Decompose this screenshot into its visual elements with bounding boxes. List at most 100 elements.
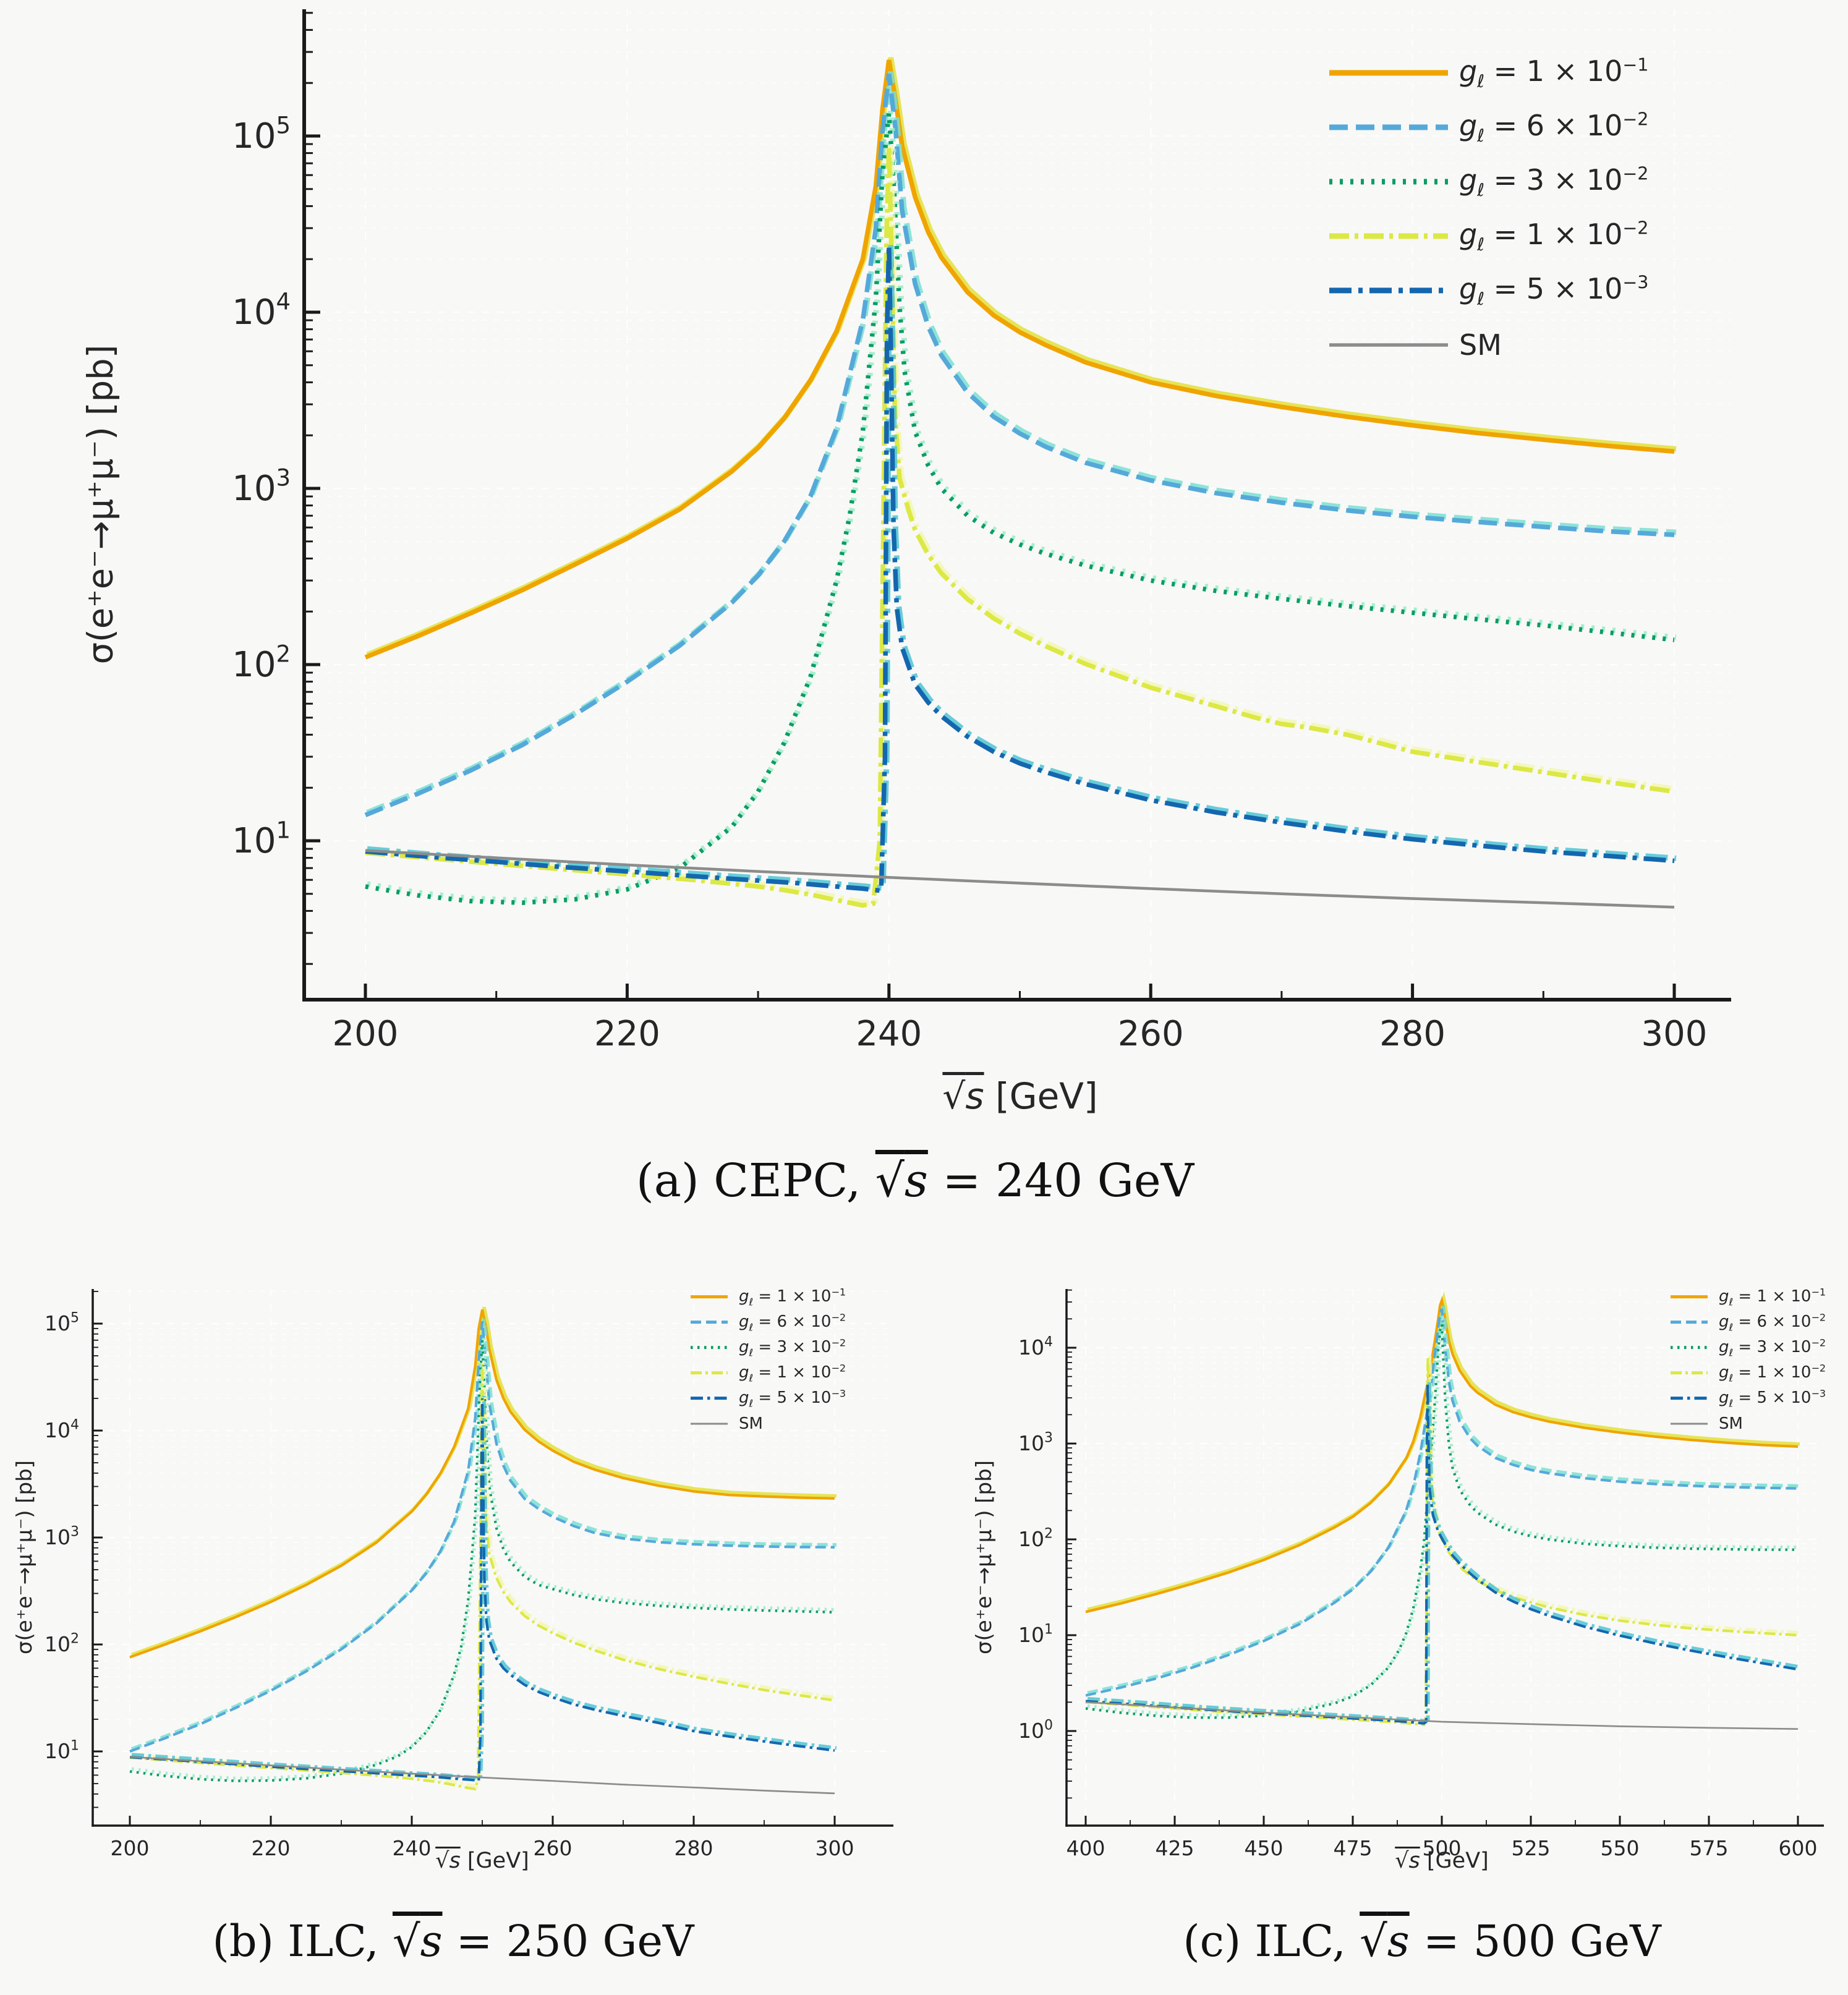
curve-gl_6e-2 <box>129 1321 835 1753</box>
axes: 105 104 103 102 101 200 220 240 260 280 300 <box>45 1289 893 1860</box>
y-tick-label: 101 <box>1018 1622 1053 1647</box>
axes: 105 104 103 102 101 200 220 240 260 280 300 <box>232 9 1731 1054</box>
curves <box>364 57 1677 909</box>
legend-line-sample <box>1671 1397 1708 1400</box>
legend-line-sample <box>691 1295 728 1299</box>
curve-gl_6e-2 <box>1085 1308 1799 1697</box>
legend-line-sample <box>691 1397 728 1400</box>
curve-gl_1e-2 <box>365 145 1675 908</box>
curves <box>1085 1291 1800 1730</box>
legend-item-gl_5e-3: gℓ = 5 × 10−3 <box>1329 272 1648 309</box>
x-tick-label: 525 <box>1512 1836 1551 1860</box>
curve-gl_5e-3 <box>129 1398 835 1782</box>
legend-item-gl_3e-2: gℓ = 3 × 10−2 <box>691 1337 846 1359</box>
y-tick-label: 104 <box>1018 1334 1053 1359</box>
legend-label: SM <box>739 1414 763 1433</box>
x-tick-label: 300 <box>1641 1014 1708 1054</box>
y-tick-label: 105 <box>232 113 291 157</box>
curve-gl_1e-1 <box>1085 1296 1799 1614</box>
legend-line-sample <box>1671 1371 1708 1375</box>
legend-line-sample <box>1329 179 1448 185</box>
legend-line-sample <box>1329 124 1448 130</box>
gridlines <box>304 9 1731 1000</box>
legend-item-gl_6e-2: gℓ = 6 × 10−2 <box>1329 109 1648 146</box>
legend-line-sample <box>1671 1423 1708 1425</box>
curve-gl_5e-3 <box>365 245 1675 894</box>
curve-SM <box>129 1756 835 1795</box>
x-tick-label: 450 <box>1245 1836 1284 1860</box>
legend-label: gℓ = 5 × 10−3 <box>739 1387 846 1410</box>
legend-line-sample <box>1671 1321 1708 1324</box>
legend-item-SM: SM <box>1329 328 1502 362</box>
caption-c: (c) ILC, √s = 500 GeV <box>1183 1916 1661 1967</box>
legend-line-sample <box>691 1346 728 1350</box>
legend-item-gl_1e-2: gℓ = 1 × 10−2 <box>691 1363 846 1384</box>
x-axis-label-c: √s [GeV] <box>1395 1848 1489 1873</box>
x-tick-label: 575 <box>1690 1836 1729 1860</box>
sqrt-icon: √ <box>1395 1848 1409 1873</box>
plot-b: 105 104 103 102 101 200 220 240 260 280 300 <box>45 1289 893 1860</box>
legend-line-sample <box>691 1321 728 1324</box>
legend-label: gℓ = 5 × 10−3 <box>1459 271 1649 310</box>
y-axis-label-a: σ(e⁺e⁻→μ⁺μ⁻) [pb] <box>80 344 121 665</box>
curve-SM <box>365 849 1675 909</box>
x-tick-label: 260 <box>534 1836 573 1860</box>
legend-label: gℓ = 1 × 10−2 <box>1459 217 1649 255</box>
curve-SM <box>1085 1701 1799 1730</box>
x-tick-label: 280 <box>675 1836 713 1860</box>
legend-item-gl_3e-2: gℓ = 3 × 10−2 <box>1671 1337 1826 1359</box>
legend-item-gl_6e-2: gℓ = 6 × 10−2 <box>691 1312 846 1333</box>
curves <box>129 1306 837 1795</box>
legend-item-gl_6e-2: gℓ = 6 × 10−2 <box>1671 1311 1826 1334</box>
y-tick-label: 101 <box>232 817 291 862</box>
y-tick-label: 102 <box>232 641 291 686</box>
curve-halo-gl_1e-2 <box>367 143 1677 906</box>
x-tick-label: 280 <box>1379 1014 1446 1054</box>
y-tick-label: 105 <box>45 1310 79 1335</box>
legend-line-sample <box>1329 233 1448 239</box>
legend-item-SM: SM <box>1671 1414 1743 1433</box>
x-tick-label: 500 <box>1423 1836 1462 1860</box>
legend-line-sample <box>691 1423 728 1425</box>
plot-a: 105 104 103 102 101 200 220 240 260 280 300 <box>232 9 1731 1054</box>
legend-item-gl_1e-1: gℓ = 1 × 10−1 <box>691 1287 846 1308</box>
x-tick-label: 475 <box>1334 1836 1373 1860</box>
legend-label: gℓ = 6 × 10−2 <box>1719 1311 1826 1334</box>
legend-label: gℓ = 3 × 10−2 <box>1719 1337 1826 1359</box>
sqrt-icon: √ <box>435 1848 449 1873</box>
y-axis-label-c: σ(e⁺e⁻→μ⁺μ⁻) [pb] <box>972 1460 997 1654</box>
curve-gl_3e-2 <box>1085 1324 1798 1719</box>
legend-label: gℓ = 3 × 10−2 <box>739 1337 846 1359</box>
x-tick-label: 300 <box>815 1836 854 1860</box>
legend-item-gl_1e-2: gℓ = 1 × 10−2 <box>1671 1363 1826 1384</box>
legend-label: gℓ = 1 × 10−2 <box>739 1362 846 1384</box>
legend-line-sample <box>1671 1346 1708 1350</box>
legend-label: gℓ = 6 × 10−2 <box>1459 108 1649 147</box>
legend-label: gℓ = 3 × 10−2 <box>1459 163 1649 201</box>
x-tick-label: 200 <box>111 1836 150 1860</box>
legend-label: gℓ = 1 × 10−2 <box>1719 1362 1826 1384</box>
y-tick-label: 103 <box>45 1524 79 1549</box>
curve-gl_5e-3 <box>1085 1382 1799 1725</box>
legend-line-sample <box>1671 1295 1708 1299</box>
legend-item-gl_3e-2: gℓ = 3 × 10−2 <box>1329 163 1648 200</box>
y-tick-label: 102 <box>1018 1526 1053 1551</box>
legend-label: SM <box>1719 1414 1743 1433</box>
legend-line-sample <box>1329 287 1448 294</box>
gridlines <box>93 1289 893 1826</box>
legend-label: gℓ = 1 × 10−1 <box>739 1286 846 1308</box>
legend-item-gl_5e-3: gℓ = 5 × 10−3 <box>691 1387 846 1410</box>
x-tick-label: 260 <box>1118 1014 1184 1054</box>
x-tick-label: 425 <box>1156 1836 1194 1860</box>
y-tick-label: 103 <box>1018 1430 1053 1455</box>
axes: 104 103 102 101 100 400 425 450 475 500 525 550 575 6… <box>1018 1289 1824 1860</box>
legend-item-gl_5e-3: gℓ = 5 × 10−3 <box>1671 1388 1826 1409</box>
legend-item-SM: SM <box>691 1414 763 1433</box>
plot-c: 104 103 102 101 100 400 425 450 475 500 525 550 575 6… <box>1018 1289 1824 1860</box>
legend-label: gℓ = 1 × 10−1 <box>1459 54 1649 92</box>
y-axis-label-b: σ(e⁺e⁻→μ⁺μ⁻) [pb] <box>12 1460 37 1654</box>
curve-gl_1e-2 <box>129 1364 835 1791</box>
curve-gl_6e-2 <box>364 74 1675 817</box>
